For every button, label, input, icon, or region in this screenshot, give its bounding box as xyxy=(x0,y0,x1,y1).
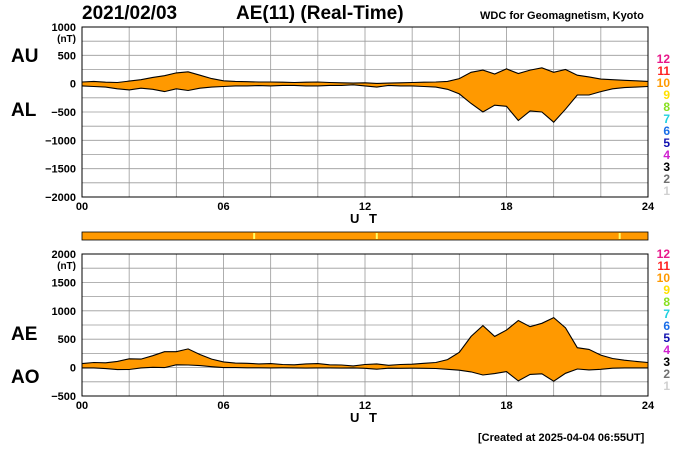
panel2-station-legend-9: 9 xyxy=(663,283,670,297)
panel2-y-tick-label: 1500 xyxy=(52,277,76,289)
panel1-frame xyxy=(81,26,649,198)
panel2-station-legend-11: 11 xyxy=(657,259,670,273)
panel1-upper-index-label: AU xyxy=(11,46,38,67)
panel1-y-tick-label: 0 xyxy=(70,79,76,91)
panel1-x-tick-label: 18 xyxy=(500,201,512,213)
panel1-lower-index-label: AL xyxy=(11,100,37,121)
panel1-x-axis-label: U T xyxy=(350,211,380,226)
panel1-station-legend-6: 6 xyxy=(663,124,670,138)
panel2-frame xyxy=(81,253,649,397)
panel2-station-legend-8: 8 xyxy=(663,295,670,309)
panel1-station-legend-1: 1 xyxy=(663,184,670,198)
panel2-x-tick-label: 06 xyxy=(217,400,229,412)
panel2-station-legend-7: 7 xyxy=(663,307,670,321)
panel1-y-tick-label: 1000 xyxy=(52,22,76,34)
panel1-station-legend-9: 9 xyxy=(663,88,670,102)
panel2-station-legend-10: 10 xyxy=(657,271,671,285)
panel1-y-tick-label: −1000 xyxy=(45,135,76,147)
panel2-station-legend-6: 6 xyxy=(663,319,670,333)
panel2-station-legend-12: 12 xyxy=(657,247,671,261)
panel1-station-legend-12: 12 xyxy=(657,52,671,66)
panel2-y-axis-label: (nT) xyxy=(57,261,76,272)
created-timestamp: [Created at 2025-04-04 06:55UT] xyxy=(478,432,645,444)
panel1-x-tick-label: 24 xyxy=(642,201,655,213)
panel1-station-legend-7: 7 xyxy=(663,112,670,126)
panel2-x-tick-label: 12 xyxy=(359,400,371,412)
panel1-y-tick-label: −2000 xyxy=(45,192,76,204)
panel2-station-legend-1: 1 xyxy=(663,379,670,393)
panel2-x-tick-label: 18 xyxy=(500,400,512,412)
panel2-x-axis-label: U T xyxy=(350,410,380,425)
panel1-x-tick-label: 00 xyxy=(76,201,88,213)
panel2-series-line-ao xyxy=(82,364,648,382)
panel1-station-legend-2: 2 xyxy=(663,172,670,186)
station-count-drop xyxy=(618,233,621,239)
panel1-series-line-al xyxy=(81,84,649,123)
panel2-y-tick-label: 1000 xyxy=(52,306,76,318)
panel2-upper-index-label: AE xyxy=(11,324,37,345)
panel2-x-tick-label: 24 xyxy=(642,400,655,412)
panel1-station-legend-3: 3 xyxy=(663,160,670,174)
panel1-station-legend-4: 4 xyxy=(663,148,670,162)
date-label: 2021/02/03 xyxy=(82,3,178,24)
panel1-series-line-au xyxy=(81,67,649,84)
panel1-area-fill xyxy=(82,67,648,123)
panel2-y-tick-label: 0 xyxy=(70,363,76,375)
panel1-station-legend-8: 8 xyxy=(663,100,670,114)
panel1-y-tick-label: 500 xyxy=(58,50,76,62)
panel2-lower-index-label: AO xyxy=(11,367,40,388)
panel2-x-tick-label: 00 xyxy=(76,400,88,412)
panel1-station-legend-11: 11 xyxy=(657,64,670,78)
panel2-area-fill xyxy=(82,317,648,382)
panel1-y-axis-label: (nT) xyxy=(57,34,76,45)
panel2-station-legend-2: 2 xyxy=(663,367,670,381)
panel1-x-tick-label: 12 xyxy=(359,201,371,213)
panel1-station-legend-10: 10 xyxy=(657,76,671,90)
panel2-series-line-ae xyxy=(81,316,649,367)
panel2-y-tick-label: −500 xyxy=(51,391,76,403)
station-count-drop xyxy=(253,233,256,239)
panel2-y-tick-label: 500 xyxy=(58,334,76,346)
panel2-y-tick-label: 2000 xyxy=(52,249,76,261)
panel2-station-legend-4: 4 xyxy=(663,343,670,357)
panel1-x-tick-label: 06 xyxy=(217,201,229,213)
panel1-y-tick-label: −1500 xyxy=(45,164,76,176)
panel1-y-tick-label: −500 xyxy=(51,107,76,119)
panel2-station-legend-5: 5 xyxy=(663,331,670,345)
station-count-bar xyxy=(81,231,649,241)
chart-title: AE(11) (Real-Time) xyxy=(236,3,404,24)
panel2-station-legend-3: 3 xyxy=(663,355,670,369)
panel1-station-legend-5: 5 xyxy=(663,136,670,150)
station-count-drop xyxy=(375,233,378,239)
source-label: WDC for Geomagnetism, Kyoto xyxy=(480,10,644,22)
